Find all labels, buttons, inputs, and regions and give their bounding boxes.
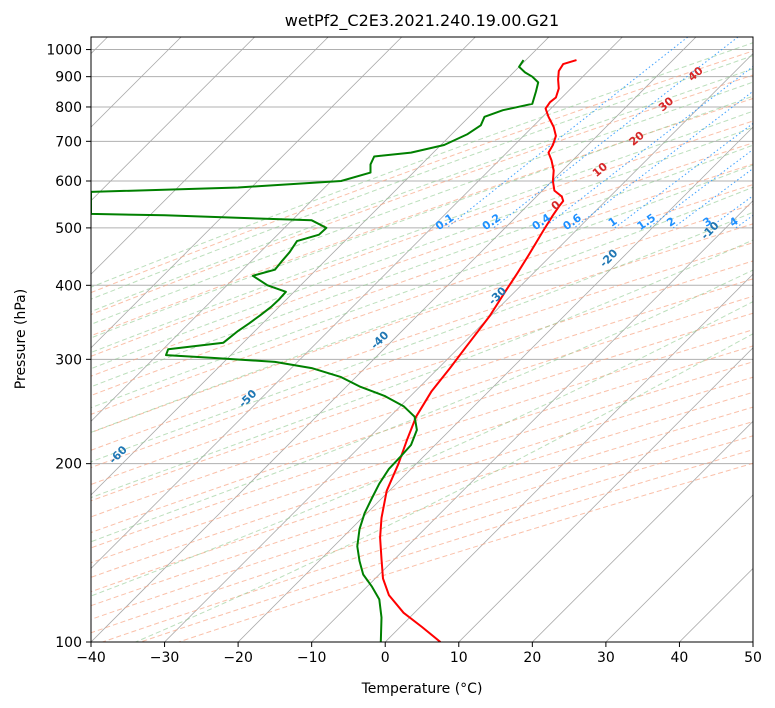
- isotherm-line: [91, 37, 403, 349]
- mixing-ratio-line: [543, 65, 753, 229]
- mixing-ratio-label: 4: [727, 214, 741, 229]
- isotherm-line: [458, 347, 753, 642]
- mixing-ratio-line: [493, 37, 739, 229]
- isotherm-line: [91, 37, 255, 202]
- moist-adiabat-line: [91, 42, 753, 288]
- dry-adiabat-line: [91, 223, 753, 451]
- moist-adiabat-line: [91, 164, 753, 409]
- dry-adiabat-line: [91, 312, 753, 534]
- dry-adiabat-line: [140, 449, 753, 642]
- dry-adiabat-line: [91, 421, 753, 634]
- moist-adiabat-label: 40: [686, 64, 706, 84]
- isotherm-line: [384, 273, 753, 642]
- isotherm-line: [91, 37, 697, 642]
- isotherm-line: [91, 37, 623, 570]
- isotherm-line: [311, 200, 753, 642]
- y-tick-label: 600: [55, 174, 82, 190]
- y-tick-label: 900: [55, 70, 82, 86]
- mixing-ratio-label: 6: [766, 214, 775, 229]
- x-tick-label: −20: [223, 650, 253, 666]
- isotherm-label: -40: [368, 328, 391, 351]
- dry-adiabat-line: [91, 329, 753, 549]
- dry-adiabat-line: [91, 406, 753, 620]
- isotherm-label: -20: [597, 246, 620, 269]
- mixing-ratio-line: [614, 122, 753, 229]
- dry-adiabat-line: [91, 345, 753, 564]
- moist-adiabat-line: [91, 186, 753, 433]
- x-tick-label: −10: [297, 650, 327, 666]
- mixing-ratio-label: 0.1: [433, 211, 456, 233]
- mixing-ratio-label: 1: [606, 215, 620, 230]
- x-axis-label: Temperature (°C): [361, 681, 483, 697]
- y-tick-label: 700: [55, 134, 82, 150]
- y-tick-label: 100: [55, 635, 82, 651]
- x-tick-label: 0: [381, 650, 390, 666]
- isotherm-line: [91, 37, 476, 422]
- x-tick-label: 40: [671, 650, 689, 666]
- moist-adiabat-line: [91, 301, 753, 597]
- isotherm-line: [91, 37, 550, 496]
- mixing-ratio-label: 1.5: [635, 211, 658, 233]
- x-tick-label: 20: [523, 650, 541, 666]
- dry-adiabat-line: [91, 278, 753, 502]
- isotherm-line: [237, 126, 753, 642]
- y-tick-label: 200: [55, 457, 82, 473]
- isotherm-line: [679, 567, 753, 642]
- dry-adiabat-line: [91, 260, 753, 486]
- chart-title: wetPf2_C2E3.2021.240.19.00.G21: [285, 11, 559, 31]
- x-tick-label: 10: [450, 650, 468, 666]
- dewpoint-profile-line: [91, 59, 540, 642]
- plot-frame: [90, 36, 754, 643]
- x-tick-label: 50: [744, 650, 762, 666]
- y-tick-label: 500: [55, 221, 82, 237]
- dry-adiabat-line: [91, 120, 753, 357]
- mixing-ratio-line: [672, 167, 753, 229]
- y-tick-label: 1000: [46, 43, 82, 59]
- isotherm-line: [164, 52, 753, 642]
- x-tick-label: −30: [150, 650, 180, 666]
- y-tick-label: 300: [55, 352, 82, 368]
- dry-adiabat-line: [91, 142, 753, 377]
- dry-adiabat-line: [178, 462, 753, 642]
- isotherm-label: -60: [106, 443, 129, 466]
- dry-adiabat-line: [102, 435, 753, 642]
- mixing-ratio-label: 2: [664, 215, 678, 230]
- isotherm-line: [605, 494, 753, 642]
- temperature-profile-line: [379, 59, 577, 642]
- x-tick-label: 30: [597, 650, 615, 666]
- y-tick-label: 400: [55, 278, 82, 294]
- moist-adiabat-line: [91, 269, 753, 543]
- isotherm-line: [532, 420, 753, 642]
- dry-adiabat-line: [91, 184, 753, 415]
- x-tick-label: −40: [76, 650, 106, 666]
- mixing-ratio-label: 0.6: [560, 211, 584, 233]
- mixing-ratio-label: 0.4: [530, 211, 554, 233]
- isotherm-line: [91, 37, 329, 275]
- moist-adiabat-line: [91, 239, 753, 499]
- isotherm-label: -70: [0, 491, 8, 514]
- moist-adiabat-label: 20: [627, 129, 647, 149]
- mixing-ratio-label: 0.2: [480, 211, 503, 233]
- y-tick-label: 800: [55, 100, 82, 116]
- moist-adiabat-label: 30: [656, 94, 676, 114]
- moist-adiabat-line: [91, 211, 753, 463]
- isotherm-line: [752, 641, 753, 642]
- isotherm-label: -30: [486, 284, 509, 307]
- mixing-ratio-line: [735, 214, 753, 229]
- y-axis-label: Pressure (hPa): [13, 289, 29, 389]
- mixing-ratio-line: [446, 37, 689, 229]
